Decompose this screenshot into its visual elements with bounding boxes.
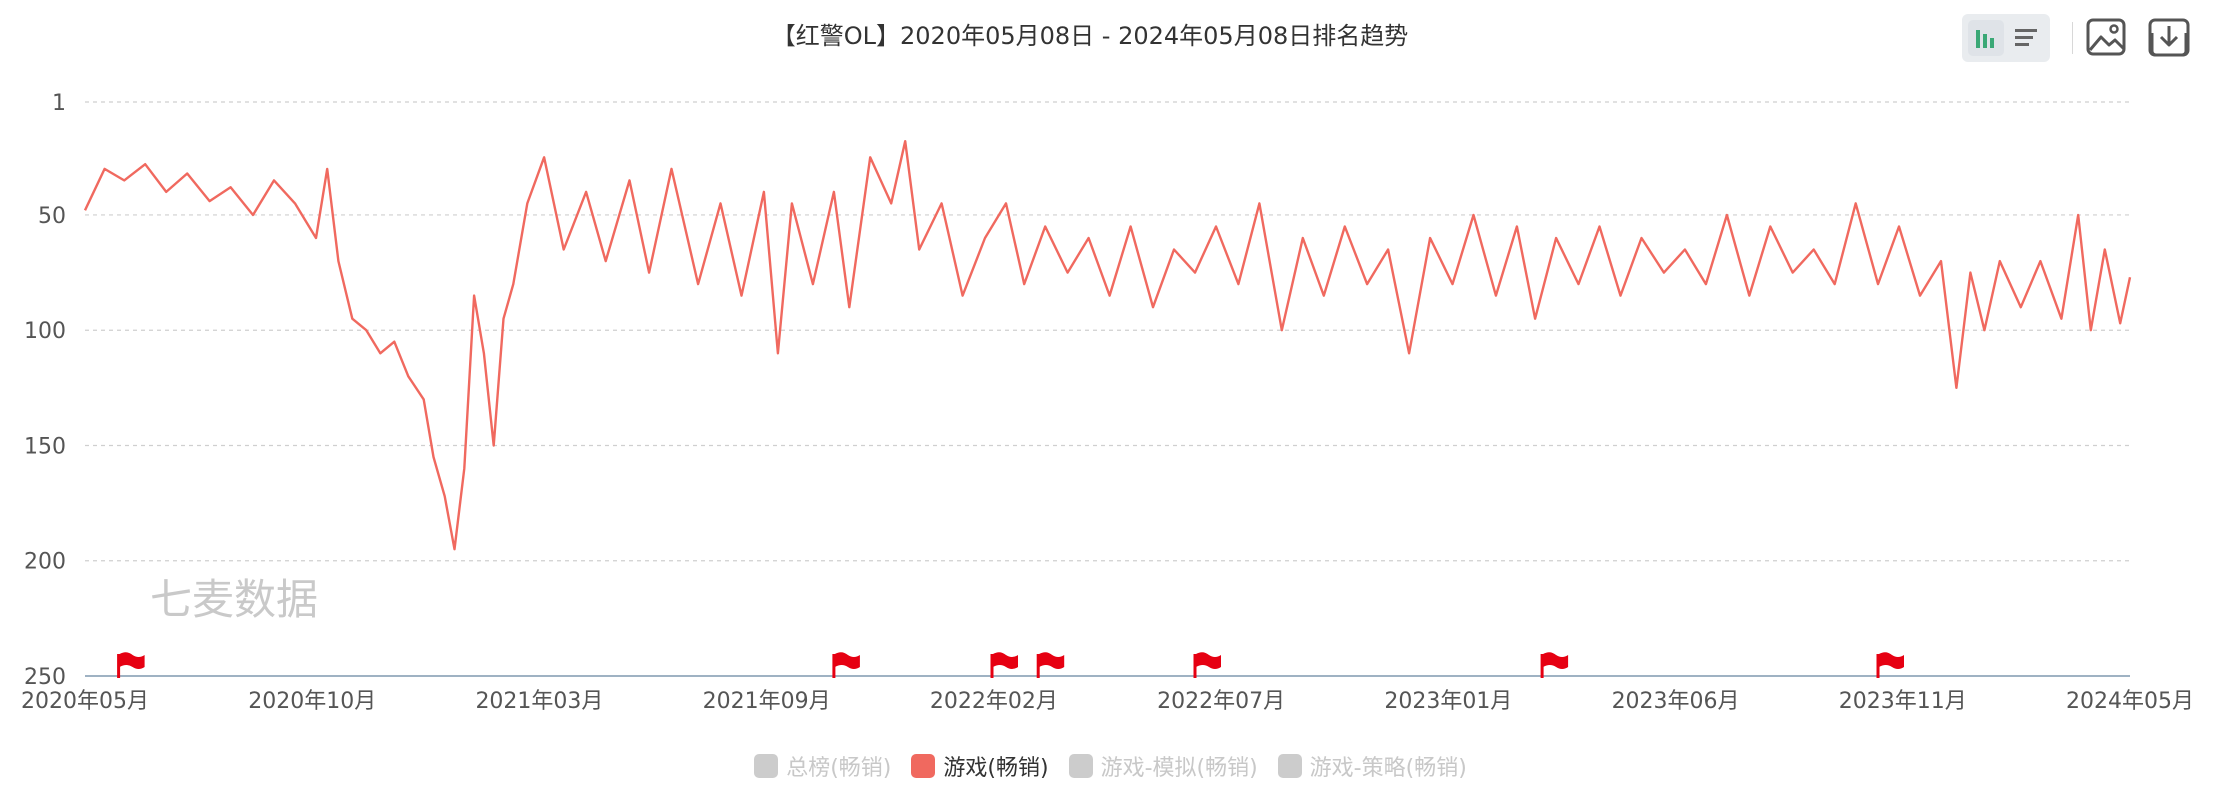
y-tick-label: 50 [38,204,66,229]
y-tick-label: 1 [52,91,66,116]
x-tick-label: 2020年05月 [21,689,149,714]
event-flag-icon[interactable] [1540,652,1569,678]
legend-swatch [1068,754,1093,778]
series-line-游戏(畅销)[interactable] [83,140,2132,551]
y-tick-label: 100 [24,319,66,344]
toolbar-divider [2072,22,2073,54]
x-tick-label: 2021年03月 [475,689,603,714]
event-flag-icon[interactable] [832,652,860,678]
legend-item[interactable]: 游戏(畅销) [911,750,1049,782]
event-flag-icon[interactable] [1036,652,1065,678]
x-tick-label: 2023年11月 [1839,689,1967,714]
legend-item[interactable]: 游戏-模拟(畅销) [1068,750,1258,782]
x-tick-label: 2020年10月 [248,689,376,714]
legend-item[interactable]: 游戏-策略(畅销) [1277,750,1467,782]
bar-chart-icon[interactable] [1968,20,2004,56]
chart-legend: 总榜(畅销) 游戏(畅销) 游戏-模拟(畅销) 游戏-策略(畅销) [0,750,2221,782]
x-tick-label: 2023年06月 [1612,689,1740,714]
legend-label: 总榜(畅销) [786,756,892,781]
x-tick-label: 2021年09月 [703,689,831,714]
grid-lines [85,101,2130,562]
x-tick-label: 2023年01月 [1384,689,1512,714]
legend-label: 游戏-策略(畅销) [1309,756,1467,781]
view-toggle [1962,14,2050,62]
image-icon[interactable] [2084,15,2130,61]
legend-label: 游戏-模拟(畅销) [1100,756,1258,781]
x-axis-ticks: 2020年05月 2020年10月 2021年03月 2021年09月 2022年02月… [21,689,2194,714]
y-tick-label: 150 [24,434,66,459]
event-flag-icon[interactable] [117,652,145,678]
legend-swatch [754,754,779,778]
event-flag-icon[interactable] [1876,652,1905,678]
y-tick-label: 200 [24,550,66,575]
legend-item[interactable]: 总榜(畅销) [754,750,891,782]
chart-title: 【红警OL】2020年05月08日 - 2024年05月08日排名趋势 [772,22,1409,50]
legend-swatch [911,754,936,778]
legend-label: 游戏(畅销) [943,756,1049,781]
list-icon[interactable] [2008,20,2044,56]
legend-swatch [1277,754,1302,778]
x-tick-label: 2022年07月 [1157,689,1285,714]
y-tick-label: 250 [24,665,66,690]
x-tick-label: 2024年05月 [2066,689,2194,714]
event-flag-icon[interactable] [990,652,1019,678]
watermark: 七麦数据 [150,575,318,624]
x-tick-label: 2022年02月 [930,689,1058,714]
event-flag-icon[interactable] [1193,652,1222,678]
event-flags [117,652,1904,678]
download-icon[interactable] [2146,15,2192,61]
